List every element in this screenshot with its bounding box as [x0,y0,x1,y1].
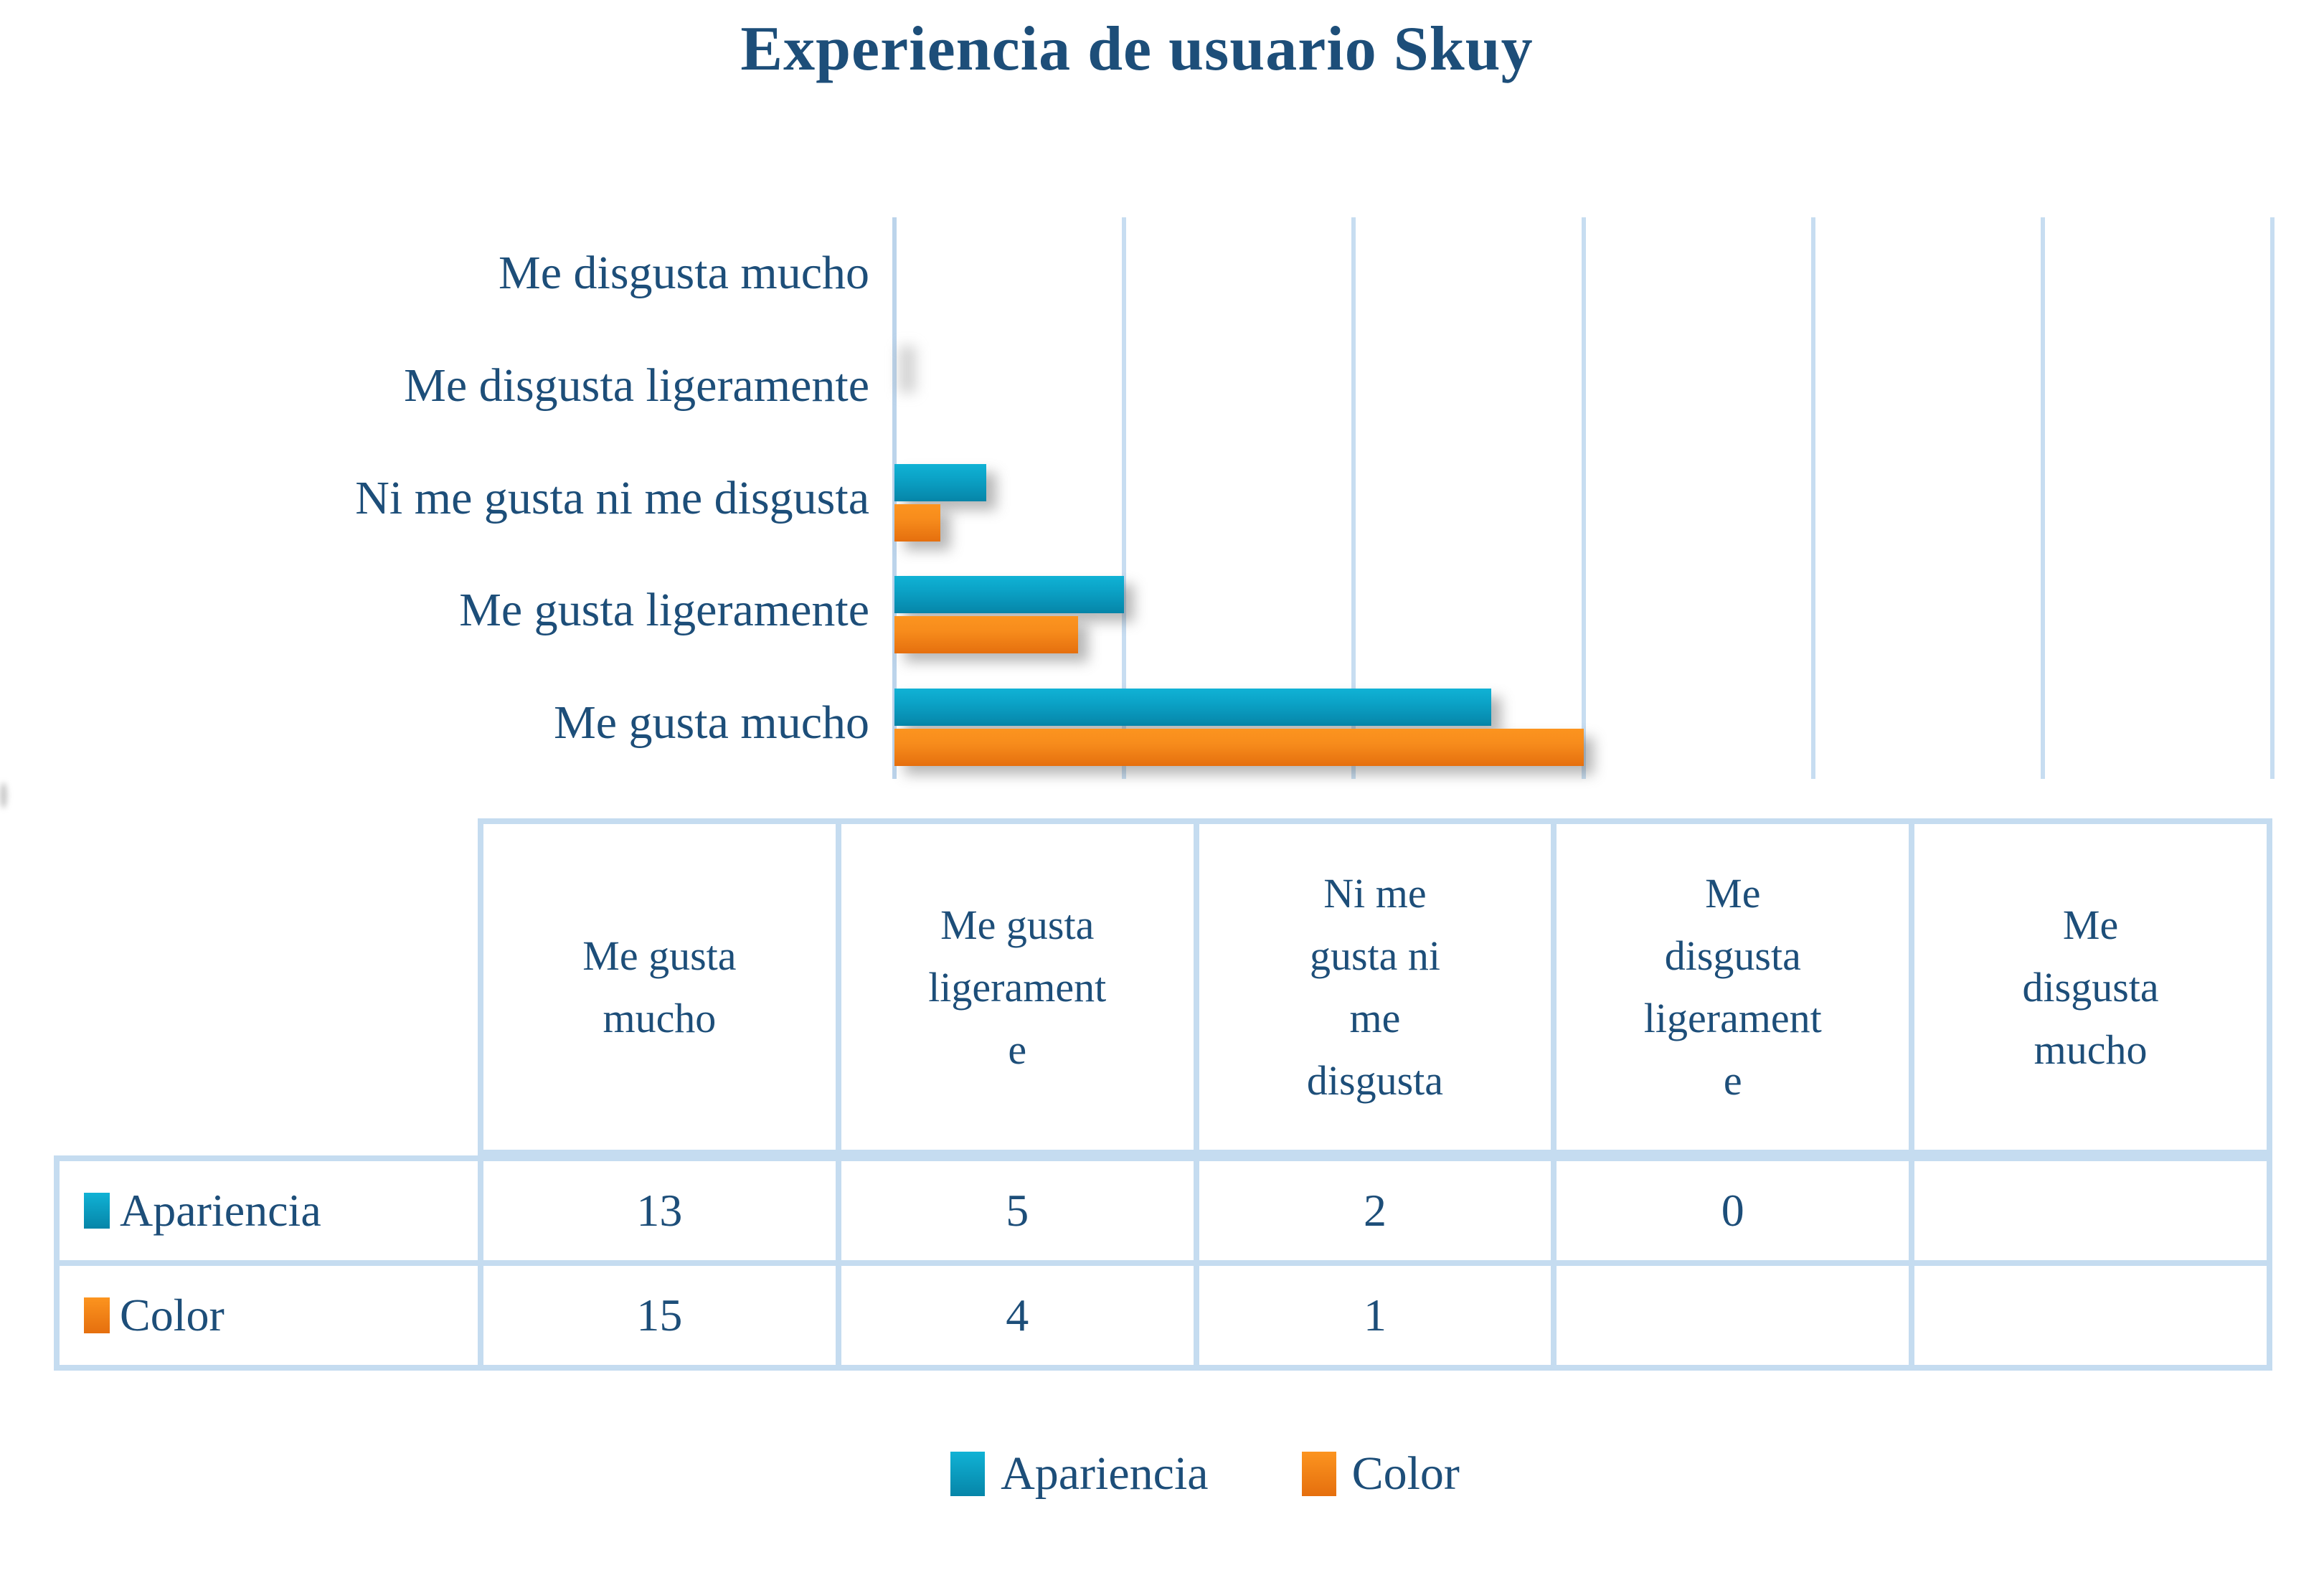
table-value-cell: 0 [1557,1161,1909,1260]
table-row-label: Apariencia [60,1161,478,1260]
category-axis-label: Ni me gusta ni me disgusta [355,471,869,524]
zero-value-bar-shadow [899,345,916,393]
vertical-gridline [1810,217,1815,779]
legend-item: Apariencia [950,1447,1209,1501]
legend-swatch-orange-icon [1301,1452,1336,1496]
data-table: Me gusta mucho Me gusta ligerament e Ni me… [54,818,2272,1371]
bar-color [894,503,941,542]
legend-key-teal-icon [84,1193,110,1229]
table-header-cell: Me gusta ligerament e [841,824,1194,1150]
table-value-cell: 5 [841,1161,1194,1260]
chart-title: Experiencia de usuario Skuy [740,14,1534,84]
table-value-cell: 1 [1199,1266,1551,1365]
chart-legend: Apariencia Color [0,1427,2324,1521]
table-header-cell: Ni me gusta ni me disgusta [1199,824,1551,1150]
legend-key-orange-icon [84,1297,110,1333]
vertical-gridline [2270,217,2275,779]
bar-apariencia [894,576,1125,614]
vertical-gridline [1351,217,1356,779]
table-value-cell [1557,1266,1909,1365]
category-axis-label: Me gusta ligeramente [459,584,869,637]
legend-label: Apariencia [1001,1447,1209,1500]
table-value-cell [1914,1161,2267,1260]
bar-apariencia [894,688,1492,726]
category-axis-label: Me disgusta mucho [499,247,869,300]
bar-apariencia [894,463,987,501]
table-value-cell [1914,1266,2267,1365]
category-axis-label: Me gusta mucho [554,696,869,749]
vertical-gridline [2040,217,2045,779]
vertical-gridline [1581,217,1586,779]
table-row-label: Color [60,1266,478,1365]
left-edge-artifact [0,782,7,808]
table-header-cell: Me disgusta ligerament e [1557,824,1909,1150]
legend-swatch-teal-icon [950,1452,986,1496]
table-value-cell: 4 [841,1266,1194,1365]
category-axis-label: Me disgusta ligeramente [404,359,869,412]
legend-label: Color [1351,1447,1460,1500]
table-value-cell: 15 [483,1266,836,1365]
vertical-gridline [1122,217,1127,779]
table-value-cell: 13 [483,1161,836,1260]
table-header-row: Me gusta mucho Me gusta ligerament e Ni me… [478,818,2272,1155]
series-name: Color [120,1290,225,1340]
table-body: Apariencia 13 5 2 0 Color 15 4 1 [54,1155,2272,1371]
bar-color [894,728,1584,766]
bar-color [894,616,1079,654]
table-header-cell: Me gusta mucho [483,824,836,1150]
legend-item: Color [1301,1447,1460,1501]
plot-area: Me disgusta mucho Me disgusta ligeramente… [0,217,2275,808]
table-value-cell: 2 [1199,1161,1551,1260]
series-name: Apariencia [120,1185,321,1236]
table-header-cell: Me disgusta mucho [1914,824,2267,1150]
